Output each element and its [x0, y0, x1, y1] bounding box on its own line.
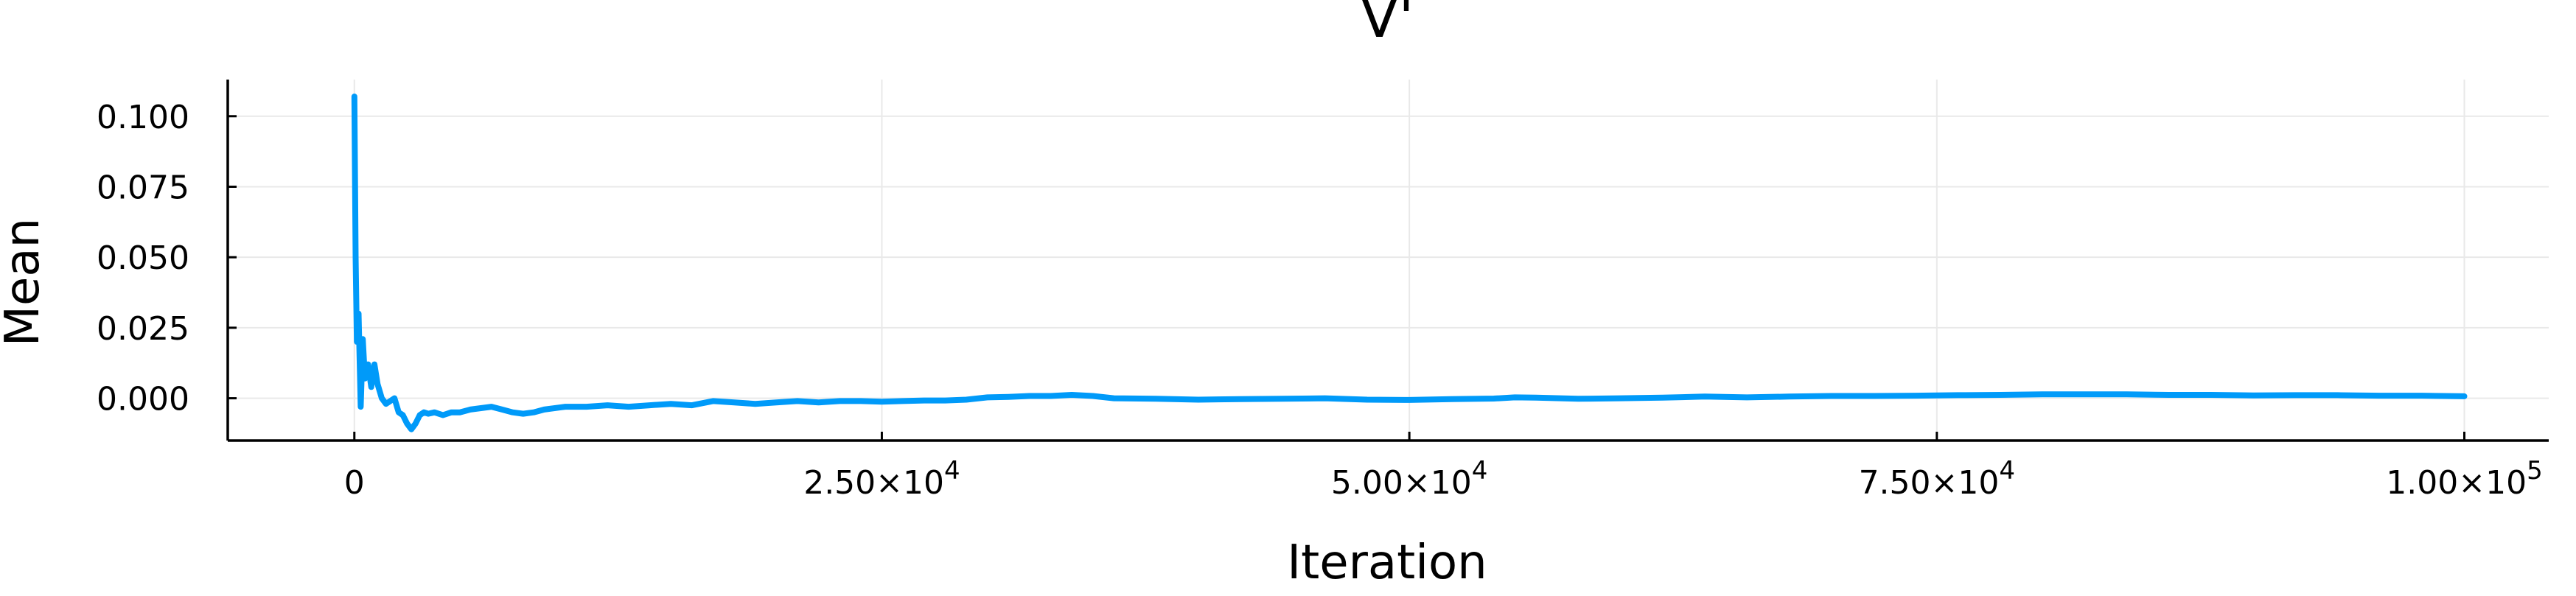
y-tick-label-0: 0.100	[97, 99, 189, 136]
x-axis-title: Iteration	[1287, 536, 1487, 590]
y-tick-label-1: 0.075	[97, 169, 189, 206]
grid	[228, 80, 2549, 441]
series-layer	[351, 94, 2468, 432]
y-tick-label-2: 0.050	[97, 239, 189, 277]
chart-title: V'	[1361, 0, 1414, 50]
tick-labels: 0 2.50×104 5.00×104 7.50×104 1.00×105 0.100 0.…	[97, 99, 2543, 502]
series-line-0	[351, 94, 2468, 432]
x-tick-label-0: 0	[344, 464, 365, 502]
y-axis-title: Mean	[0, 218, 50, 346]
x-tick-label-1: 2.50×104	[803, 456, 960, 502]
x-tick-label-2: 5.00×104	[1331, 456, 1487, 502]
x-tick-label-4: 1.00×105	[2386, 456, 2542, 502]
y-tick-label-4: 0.000	[97, 381, 189, 418]
axes	[226, 80, 2549, 442]
x-tick-label-3: 7.50×104	[1859, 456, 2015, 502]
y-tick-label-3: 0.025	[97, 310, 189, 348]
